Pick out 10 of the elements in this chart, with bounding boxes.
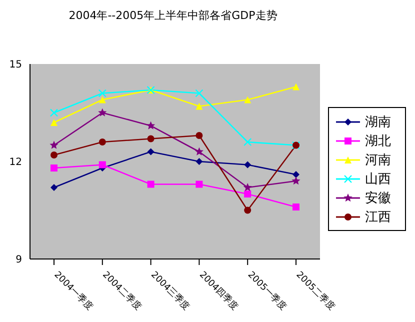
y-tick-label: 15 bbox=[9, 60, 22, 71]
legend-label: 安徽 bbox=[365, 190, 391, 206]
y-tick-label: 9 bbox=[16, 254, 22, 266]
legend-label: 湖北 bbox=[365, 132, 391, 150]
legend-label: 山西 bbox=[365, 170, 391, 188]
legend-label: 湖南 bbox=[365, 114, 391, 130]
legend-label: 江西 bbox=[365, 208, 391, 226]
chart-title: 2004年--2005年上半年中部各省GDP走势 bbox=[68, 8, 278, 24]
legend-label: 河南 bbox=[365, 152, 391, 168]
y-tick-label: 12 bbox=[9, 157, 22, 168]
